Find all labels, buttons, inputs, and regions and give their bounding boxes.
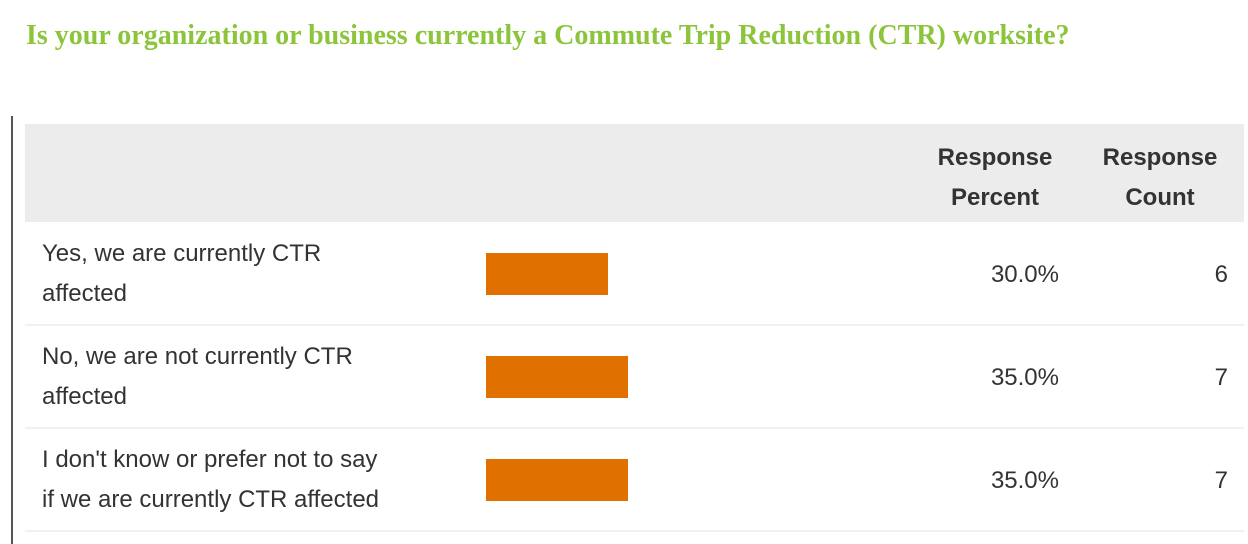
- label-line: affected: [42, 383, 127, 410]
- response-percent: 30.0%: [990, 261, 1059, 288]
- header-percent: Response Percent: [937, 144, 1053, 211]
- response-percent: 35.0%: [990, 364, 1059, 391]
- table-row: Yes, we are currently CTR affected 30.0% 6: [25, 222, 1244, 326]
- left-border: [11, 116, 13, 544]
- response-count: 7: [1214, 467, 1228, 494]
- answer-label: I don't know or prefer not to say if we a…: [42, 440, 379, 520]
- label-line: I don't know or prefer not to say: [42, 446, 378, 473]
- label-line: if we are currently CTR affected: [42, 486, 380, 513]
- table-row: No, we are not currently CTR affected 35.0…: [25, 325, 1244, 429]
- percent-bar: [486, 459, 628, 501]
- header-count: Response Count: [1102, 144, 1218, 211]
- percent-bar: [486, 356, 628, 398]
- question-title: Is your organization or business current…: [26, 20, 1070, 51]
- response-percent: 35.0%: [990, 467, 1059, 494]
- percent-bar: [486, 253, 608, 295]
- label-line: No, we are not currently CTR: [42, 343, 353, 370]
- table-row: I don't know or prefer not to say if we a…: [25, 428, 1244, 532]
- response-count: 7: [1214, 364, 1228, 391]
- answer-label: No, we are not currently CTR affected: [42, 337, 353, 417]
- label-line: Yes, we are currently CTR: [42, 240, 322, 267]
- label-line: affected: [42, 280, 127, 307]
- response-count: 6: [1214, 261, 1228, 288]
- table-header: Response Percent Response Count: [25, 124, 1244, 222]
- answer-label: Yes, we are currently CTR affected: [42, 234, 321, 314]
